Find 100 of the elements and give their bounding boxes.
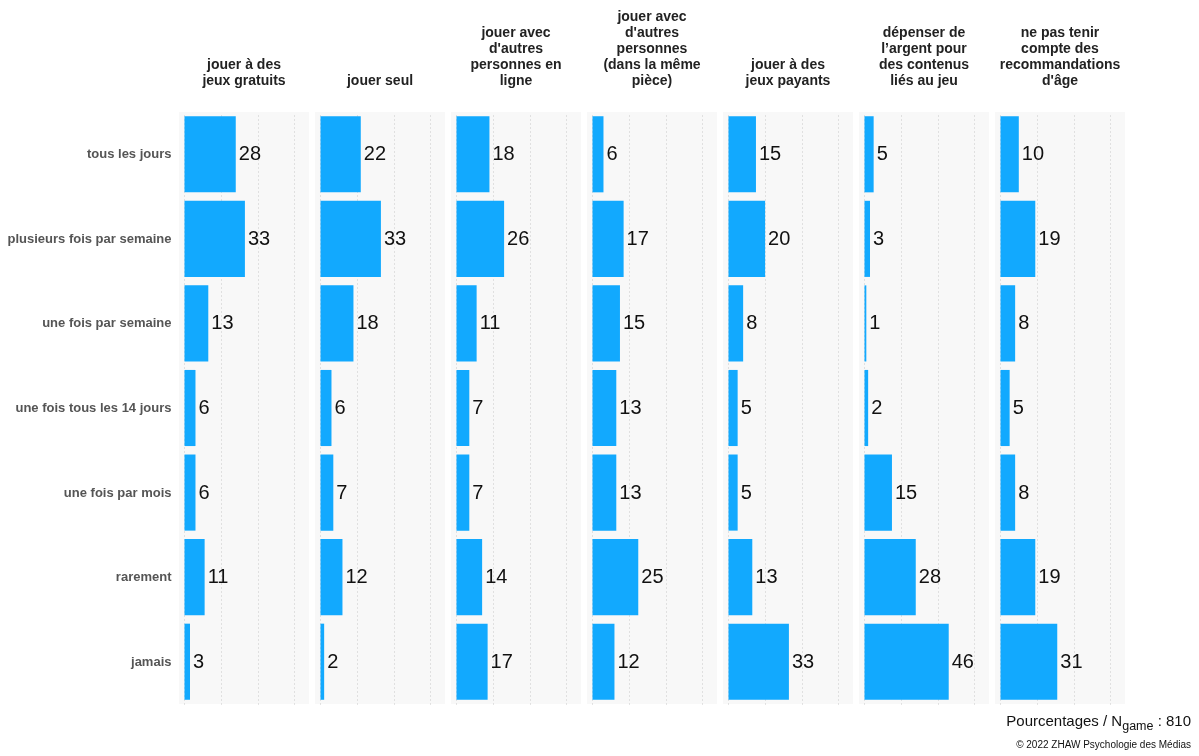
data-label: 33 [247,226,271,249]
data-label: 6 [334,396,346,418]
bar [864,539,916,616]
bar [592,539,639,616]
data-label: 6 [198,396,210,418]
bar [184,623,190,700]
bar [184,539,205,616]
bar [728,285,744,362]
data-label: 18 [356,311,379,334]
data-label: 11 [207,565,229,588]
text: Pourcentages / N$_{game}$ : 810 [1006,712,1191,733]
bar [456,369,470,447]
y-tick-label: rarement [115,569,173,585]
data-label: 15 [894,480,918,503]
y-tick-label: une fois par mois [63,484,172,500]
bar [320,369,332,447]
data-label: 8 [1018,480,1030,503]
bar [1000,539,1036,616]
bar [1000,116,1019,193]
data-label: 19 [1038,226,1061,249]
bar [320,285,354,362]
chart-title: ne pas tenir compte des recommandations d'âge [999,24,1121,88]
bar [456,454,470,531]
data-label: 5 [1012,396,1024,418]
bar [456,285,477,362]
bar [728,539,753,616]
data-label: 2 [327,649,339,672]
data-label: 7 [472,480,484,503]
bar [864,116,874,193]
bar [456,116,490,193]
bar [320,454,334,531]
bar [728,200,766,277]
bar [184,285,209,362]
data-label: 31 [1060,649,1083,672]
data-label: 5 [876,142,888,165]
data-label: 28 [918,565,942,588]
data-label: 18 [492,142,515,165]
data-label: 25 [641,565,664,588]
y-tick-label: jamais [130,653,172,669]
data-label: 14 [485,565,508,588]
bar [456,623,488,700]
text: © 2022 ZHAW Psychologie des Médias [1015,739,1191,750]
bar [592,285,620,362]
data-label: 17 [626,226,649,249]
bar [864,454,892,531]
data-label: 33 [383,226,407,249]
bar [320,200,381,277]
data-label: 8 [1018,311,1030,334]
data-label: 12 [345,565,368,588]
bar [456,539,483,616]
bar [184,200,245,277]
data-label: 20 [768,226,791,249]
data-label: 7 [336,480,348,503]
bar [184,369,196,447]
chart-title: jouer seul [345,72,414,88]
data-label: 5 [740,396,752,418]
y-tick-label: plusieurs fois par semaine [7,230,172,246]
chart-title: jouer avec d'autres personnes (dans la même pièce) [603,8,701,88]
bar [592,200,624,277]
data-label: 13 [619,480,642,503]
data-label: 15 [622,311,646,334]
bar [728,623,789,700]
bar [592,623,615,700]
data-label: 15 [758,142,782,165]
chart-title: jouer avec d'autres personnes en ligne [470,24,562,88]
data-label: 10 [1021,142,1045,165]
y-tick-label: une fois tous les 14 jours [15,400,172,415]
bar [1000,200,1036,277]
bar [864,200,870,277]
bar [1000,285,1016,362]
data-label: 8 [746,311,758,334]
data-label: 6 [606,142,618,165]
bar [728,116,756,193]
data-label: 13 [211,311,234,334]
bar [320,116,361,193]
bar [864,369,869,447]
bar [728,369,738,447]
data-label: 2 [871,396,883,418]
data-label: 7 [472,396,484,418]
bar [456,200,505,277]
chart-title: jouer à des jeux gratuits [201,56,286,88]
bar [864,623,949,700]
chart-title: dépenser de l’argent pour des contenus liés au jeu [878,24,970,88]
data-label: 12 [617,649,640,672]
bar [1000,623,1058,700]
data-label: 5 [740,480,752,503]
data-label: 13 [619,396,642,418]
chart-title: jouer à des jeux payants [744,56,831,88]
bar [728,454,738,531]
data-label: 11 [479,311,501,334]
data-label: 26 [507,226,530,249]
data-label: 46 [951,649,974,672]
data-label: 13 [755,565,778,588]
y-tick-label: tous les jours [86,146,172,162]
bar [320,539,343,616]
data-label: 3 [872,226,885,249]
bar [320,623,325,700]
bar [184,116,236,193]
bar [184,454,196,531]
bar [592,369,617,447]
